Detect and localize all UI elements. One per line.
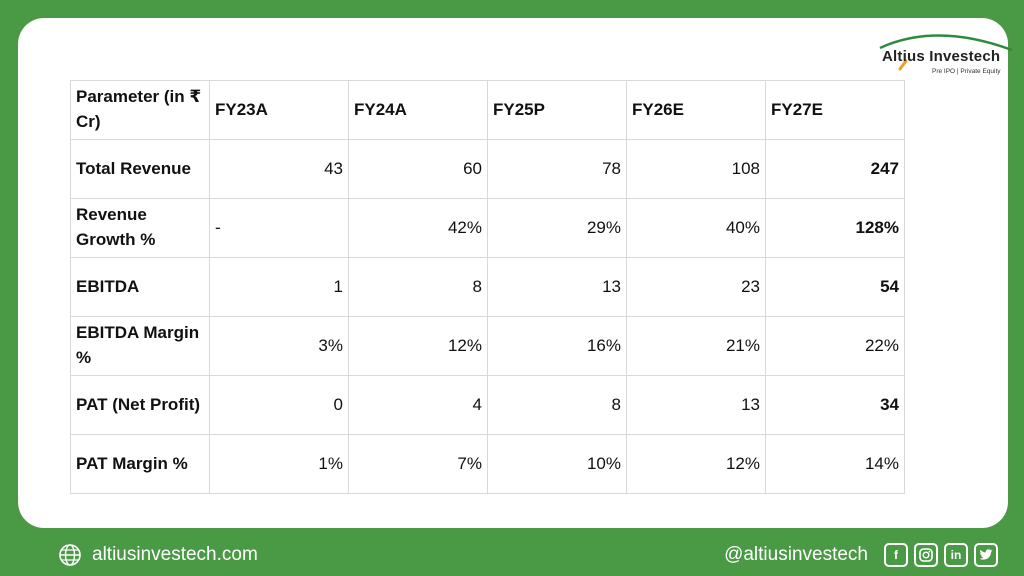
table-cell: 78 <box>487 139 627 199</box>
logo-name: Altius Investech <box>882 48 1001 65</box>
table-cell: 14% <box>765 434 905 494</box>
table-cell: 8 <box>487 375 627 435</box>
table-cell: 108 <box>626 139 766 199</box>
header-fy25p: FY25P <box>487 80 627 140</box>
footer-bar: altiusinvestech.com @altiusinvestech f i… <box>0 538 1024 576</box>
table-row: PAT (Net Profit) 0 4 8 13 34 <box>70 375 905 435</box>
table-cell: 12% <box>348 316 488 376</box>
header-fy26e: FY26E <box>626 80 766 140</box>
table-header-row: Parameter (in ₹ Cr) FY23A FY24A FY25P FY… <box>70 80 905 140</box>
table-cell: - <box>209 198 349 258</box>
header-fy24a: FY24A <box>348 80 488 140</box>
table-cell: 128% <box>765 198 905 258</box>
table-cell: 43 <box>209 139 349 199</box>
table-cell: 60 <box>348 139 488 199</box>
header-parameter: Parameter (in ₹ Cr) <box>70 80 210 140</box>
table-cell: 23 <box>626 257 766 317</box>
table-cell: 1% <box>209 434 349 494</box>
table-cell: 29% <box>487 198 627 258</box>
linkedin-icon[interactable]: in <box>944 543 968 567</box>
table-cell: 21% <box>626 316 766 376</box>
table-cell: 13 <box>626 375 766 435</box>
social-handle: @altiusinvestech <box>724 544 868 565</box>
table-row: Revenue Growth % - 42% 29% 40% 128% <box>70 198 905 258</box>
logo-swoosh-icon <box>879 34 1013 71</box>
website-link[interactable]: altiusinvestech.com <box>58 543 258 567</box>
logo-tagline: Pre IPO | Private Equity <box>932 68 1001 75</box>
row-label: EBITDA <box>70 257 210 317</box>
row-label: PAT Margin % <box>70 434 210 494</box>
globe-icon <box>59 544 81 566</box>
table-cell: 1 <box>209 257 349 317</box>
table-cell: 7% <box>348 434 488 494</box>
table-cell: 10% <box>487 434 627 494</box>
table-cell: 3% <box>209 316 349 376</box>
table-cell: 16% <box>487 316 627 376</box>
table-cell: 0 <box>209 375 349 435</box>
row-label: Revenue Growth % <box>70 198 210 258</box>
social-links: @altiusinvestech f in <box>724 543 998 567</box>
table-cell: 12% <box>626 434 766 494</box>
table-row: PAT Margin % 1% 7% 10% 12% 14% <box>70 434 905 494</box>
row-label: EBITDA Margin % <box>70 316 210 376</box>
table-cell: 42% <box>348 198 488 258</box>
row-label: PAT (Net Profit) <box>70 375 210 435</box>
twitter-icon[interactable] <box>974 543 998 567</box>
table-row: EBITDA Margin % 3% 12% 16% 21% 22% <box>70 316 905 376</box>
table-row: EBITDA 1 8 13 23 54 <box>70 257 905 317</box>
instagram-icon[interactable] <box>914 543 938 567</box>
table-cell: 4 <box>348 375 488 435</box>
table-cell: 40% <box>626 198 766 258</box>
header-fy27e: FY27E <box>765 80 905 140</box>
financials-table: Parameter (in ₹ Cr) FY23A FY24A FY25P FY… <box>70 80 905 494</box>
table-cell: 34 <box>765 375 905 435</box>
table-cell: 22% <box>765 316 905 376</box>
row-label: Total Revenue <box>70 139 210 199</box>
table-cell: 13 <box>487 257 627 317</box>
website-text: altiusinvestech.com <box>92 544 258 565</box>
table-cell: 247 <box>765 139 905 199</box>
table-cell: 8 <box>348 257 488 317</box>
header-fy23a: FY23A <box>209 80 349 140</box>
brand-logo: Altius Investech Pre IPO | Private Equit… <box>866 28 1016 78</box>
table-cell: 54 <box>765 257 905 317</box>
facebook-icon[interactable]: f <box>884 543 908 567</box>
table-row: Total Revenue 43 60 78 108 247 <box>70 139 905 199</box>
